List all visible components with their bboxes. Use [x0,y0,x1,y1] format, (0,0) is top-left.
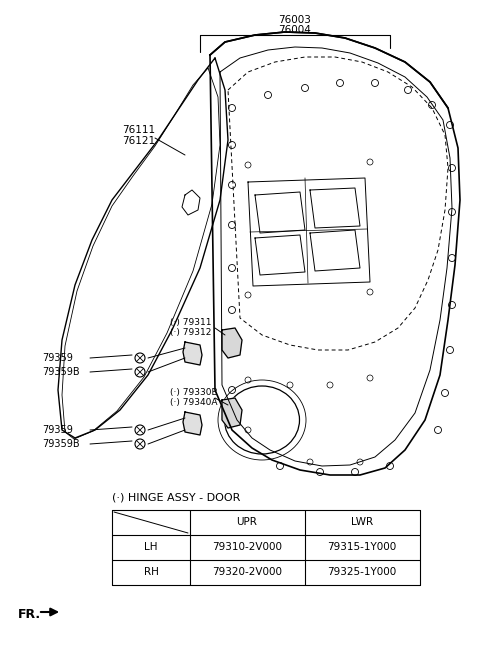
Text: LH: LH [144,542,158,552]
Text: 79320-2V000: 79320-2V000 [212,567,282,577]
Polygon shape [183,342,202,365]
Text: (·) HINGE ASSY - DOOR: (·) HINGE ASSY - DOOR [112,493,240,503]
Polygon shape [222,328,242,358]
Text: 79359B: 79359B [42,439,80,449]
Text: 79359: 79359 [42,425,73,435]
Text: (·) 79311: (·) 79311 [170,317,212,326]
Text: 79310-2V000: 79310-2V000 [212,542,282,552]
Text: LWR: LWR [351,517,373,527]
Text: 76111: 76111 [122,125,155,135]
Text: 76003: 76003 [278,15,312,25]
Text: (·) 79330B: (·) 79330B [170,388,217,397]
Polygon shape [183,412,202,435]
Text: (·) 79312: (·) 79312 [170,329,211,337]
Text: 76121: 76121 [122,136,155,146]
Text: 79359B: 79359B [42,367,80,377]
Text: 76004: 76004 [278,25,312,35]
Text: 79359: 79359 [42,353,73,363]
Text: 79325-1Y000: 79325-1Y000 [327,567,396,577]
Text: (·) 79340A: (·) 79340A [170,399,217,408]
Polygon shape [222,398,242,428]
Text: UPR: UPR [237,517,257,527]
Text: 79315-1Y000: 79315-1Y000 [327,542,396,552]
Text: RH: RH [144,567,158,577]
Text: FR.: FR. [18,609,41,621]
